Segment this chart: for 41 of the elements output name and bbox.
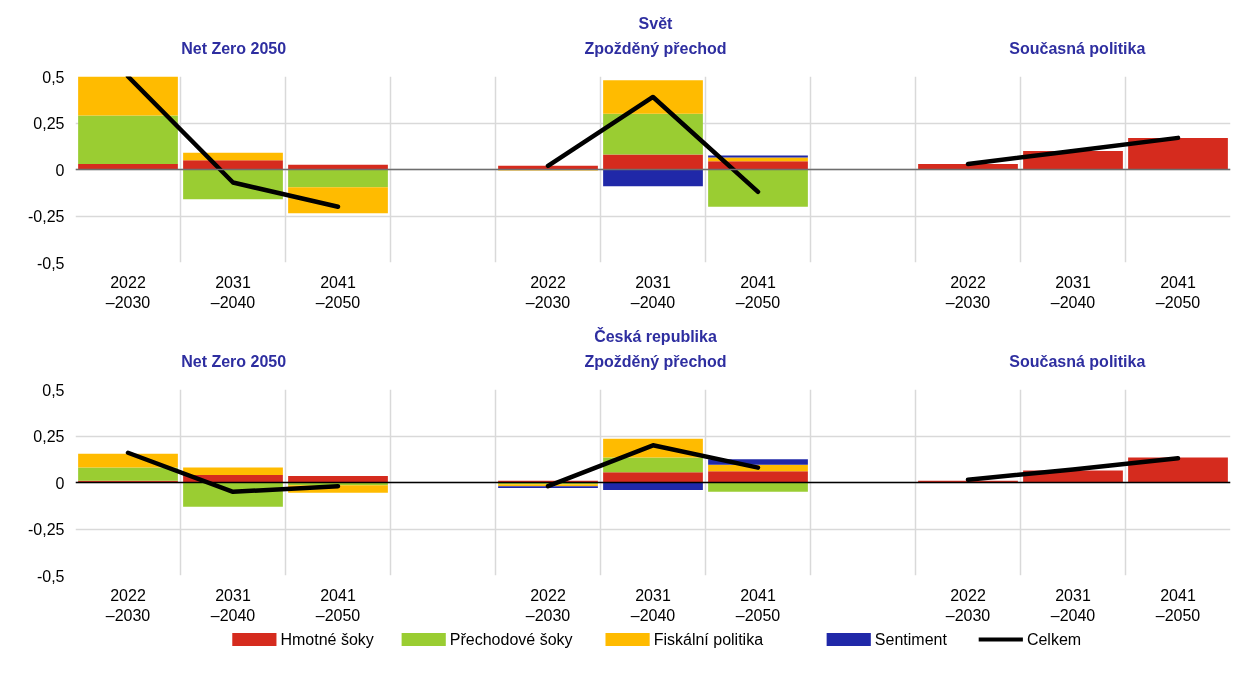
x-tick-label: 2022 –2030 xyxy=(945,586,991,624)
x-tick-label: 2022 –2030 xyxy=(525,273,571,311)
x-tick-label: 2031 –2040 xyxy=(210,586,256,624)
x-tick-label: 2031 –2040 xyxy=(630,586,676,624)
legend-label: Přechodové šoky xyxy=(449,631,573,648)
x-tick-label: 2041 –2050 xyxy=(315,273,361,311)
text: Zpožděný přechod xyxy=(584,39,727,57)
x-tick-label: 2031 –2040 xyxy=(630,273,676,311)
y-tick-label: 0,25 xyxy=(33,115,65,132)
y-tick-label: -0,5 xyxy=(36,254,65,272)
legend-label: Fiskální politika xyxy=(653,631,764,648)
text: Net Zero 2050 xyxy=(181,39,287,57)
y-tick-label: 0 xyxy=(55,474,65,492)
text: Současná politika xyxy=(1009,352,1146,370)
x-tick-label: 2031 –2040 xyxy=(1050,273,1096,311)
x-tick-label: 2022 –2030 xyxy=(105,586,151,624)
x-tick-label: 2031 –2040 xyxy=(1050,586,1096,624)
x-tick-label: 2022 –2030 xyxy=(945,273,991,311)
y-tick-label: 0 xyxy=(55,161,65,179)
legend-label: Celkem xyxy=(1026,631,1082,648)
x-tick-label: 2022 –2030 xyxy=(105,273,151,311)
x-tick-label: 2031 –2040 xyxy=(210,273,256,311)
x-tick-label: 2041 –2050 xyxy=(735,273,781,311)
y-tick-label: -0,5 xyxy=(36,567,65,585)
y-tick-label: 0,25 xyxy=(33,428,65,445)
chart-title: Česká republika xyxy=(594,327,717,345)
x-tick-label: 2041 –2050 xyxy=(1155,273,1201,311)
y-tick-label: 0,5 xyxy=(42,68,65,86)
text: Zpožděný přechod xyxy=(584,352,727,370)
legend-label: Sentiment xyxy=(874,631,948,648)
y-tick-label: 0,5 xyxy=(42,381,65,399)
y-tick-label: -0,25 xyxy=(28,208,65,225)
x-tick-label: 2022 –2030 xyxy=(525,586,571,624)
x-tick-label: 2041 –2050 xyxy=(1155,586,1201,624)
text: Net Zero 2050 xyxy=(181,352,287,370)
y-tick-label: -0,25 xyxy=(28,521,65,538)
x-tick-label: 2041 –2050 xyxy=(315,586,361,624)
x-tick-label: 2041 –2050 xyxy=(735,586,781,624)
text: Současná politika xyxy=(1009,39,1146,57)
chart-title: Svět xyxy=(638,15,674,32)
legend-label: Hmotné šoky xyxy=(280,631,374,648)
